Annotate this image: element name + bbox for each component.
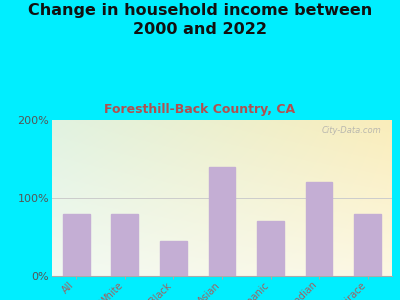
Bar [209,167,235,276]
Bar [306,182,332,276]
Text: Change in household income between
2000 and 2022: Change in household income between 2000 … [28,3,372,37]
Text: City-Data.com: City-Data.com [322,126,382,135]
Bar [63,214,90,276]
Bar [112,214,138,276]
Bar [257,221,284,276]
Bar [160,241,187,276]
Bar [354,214,381,276]
Text: Foresthill-Back Country, CA: Foresthill-Back Country, CA [104,103,296,116]
